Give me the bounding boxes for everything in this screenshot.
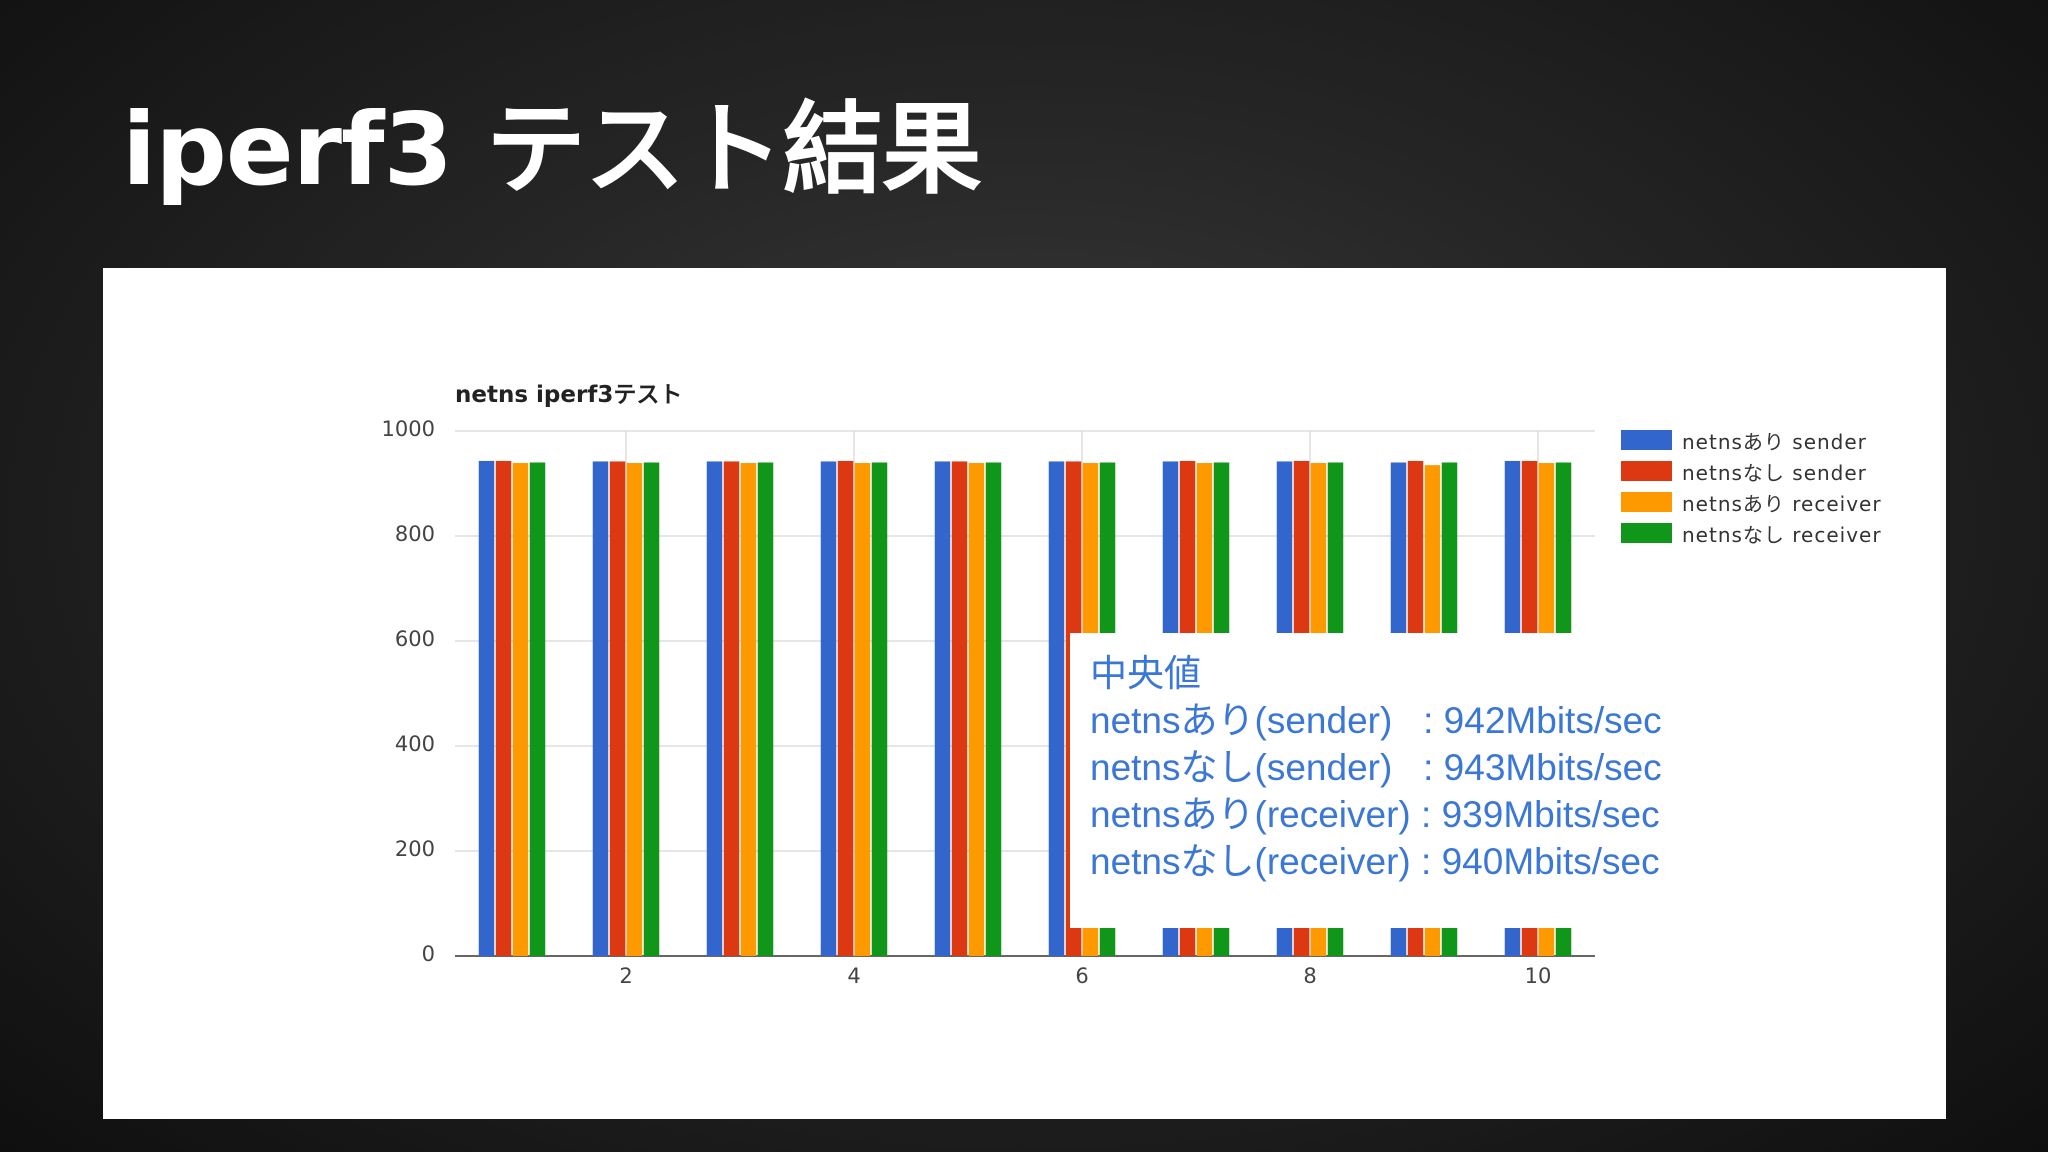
legend-swatch bbox=[1621, 430, 1672, 450]
bar-series1-x2 bbox=[592, 461, 609, 956]
bar-series2-x5 bbox=[951, 461, 968, 956]
chart-title: netns iperf3テスト bbox=[455, 382, 683, 408]
chart-panel: netns iperf3テスト 0 200 400 600 800 1000 2 4 6 8 10… bbox=[103, 268, 1946, 1119]
legend-item-4: netnsなし receiver bbox=[1621, 521, 1882, 547]
legend-item-2: netnsなし sender bbox=[1621, 459, 1867, 485]
bar-series1-x6 bbox=[1048, 461, 1065, 956]
bar-series2-x1 bbox=[495, 460, 512, 956]
median-annotation: 中央値 netnsあり(sender) : 942Mbits/sec netns… bbox=[1070, 633, 1700, 928]
bar-series3-x2 bbox=[626, 463, 643, 956]
median-line-ari-receiver: netnsあり(receiver) : 939Mbits/sec bbox=[1090, 794, 1660, 835]
bar-series2-x3 bbox=[723, 461, 740, 956]
legend-item-1: netnsあり sender bbox=[1621, 428, 1867, 454]
y-tick-label: 1000 bbox=[381, 417, 435, 441]
bar-series4-x5 bbox=[985, 462, 1002, 956]
bar-series3-x5 bbox=[968, 463, 985, 956]
x-tick-label: 4 bbox=[847, 964, 861, 988]
legend-label: netnsあり receiver bbox=[1682, 491, 1882, 516]
x-tick-label: 10 bbox=[1524, 964, 1552, 988]
bar-series4-x3 bbox=[757, 462, 774, 956]
median-heading: 中央値 bbox=[1090, 653, 1201, 694]
x-tick-label: 8 bbox=[1303, 964, 1317, 988]
legend-swatch bbox=[1621, 461, 1672, 481]
y-tick-label: 400 bbox=[394, 732, 435, 756]
bar-series3-x1 bbox=[512, 463, 529, 956]
legend-item-3: netnsあり receiver bbox=[1621, 490, 1882, 516]
y-tick-label: 0 bbox=[421, 942, 435, 966]
legend-swatch bbox=[1621, 523, 1672, 543]
bar-series2-x2 bbox=[609, 461, 626, 956]
bar-series4-x4 bbox=[871, 462, 888, 956]
bar-series1-x3 bbox=[706, 461, 723, 956]
bar-series1-x1 bbox=[478, 460, 495, 956]
bar-series1-x4 bbox=[820, 461, 837, 956]
legend-label: netnsなし sender bbox=[1682, 460, 1867, 485]
bar-series4-x2 bbox=[643, 462, 660, 956]
bar-series2-x4 bbox=[837, 460, 854, 956]
bar-series1-x5 bbox=[934, 461, 951, 956]
x-tick-label: 6 bbox=[1075, 964, 1089, 988]
x-tick-label: 2 bbox=[619, 964, 633, 988]
legend-label: netnsあり sender bbox=[1682, 429, 1867, 454]
median-line-ari-sender: netnsあり(sender) : 942Mbits/sec bbox=[1090, 700, 1662, 741]
median-line-nashi-sender: netnsなし(sender) : 943Mbits/sec bbox=[1090, 747, 1662, 788]
legend-swatch bbox=[1621, 492, 1672, 512]
median-line-nashi-receiver: netnsなし(receiver) : 940Mbits/sec bbox=[1090, 841, 1660, 882]
bar-series4-x1 bbox=[529, 462, 546, 956]
slide-title: iperf3 テスト結果 bbox=[122, 91, 982, 208]
bar-series3-x3 bbox=[740, 463, 757, 956]
bar-series3-x4 bbox=[854, 463, 871, 956]
legend-label: netnsなし receiver bbox=[1682, 522, 1882, 547]
y-tick-label: 800 bbox=[394, 522, 435, 546]
y-tick-label: 200 bbox=[394, 837, 435, 861]
y-tick-label: 600 bbox=[394, 627, 435, 651]
